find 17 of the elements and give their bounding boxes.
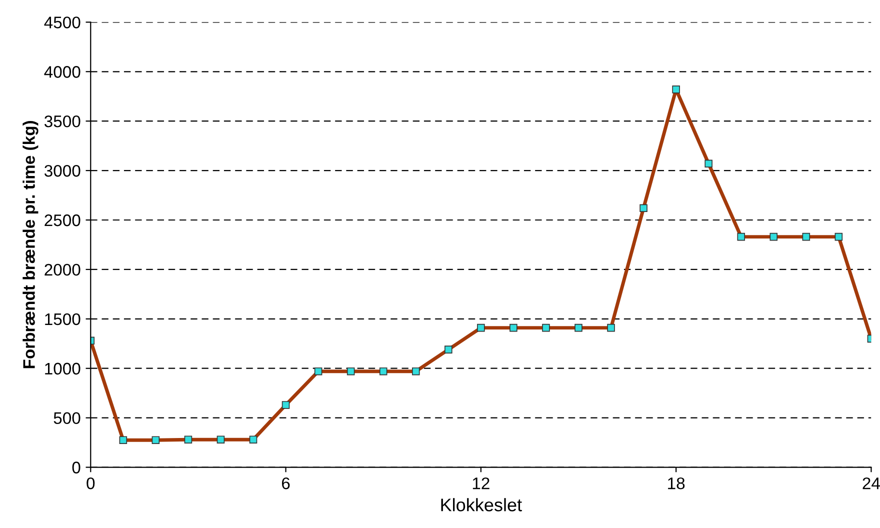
y-tick-label: 2500 — [44, 214, 80, 226]
x-tick-label: 0 — [86, 477, 95, 490]
x-tick-label: 24 — [862, 477, 880, 490]
x-tick-label: 12 — [472, 477, 490, 490]
y-tick-label: 1000 — [45, 362, 80, 375]
y-tick-label: 3500 — [44, 115, 80, 128]
y-tick-label: 4000 — [44, 66, 80, 78]
y-tick-label: 500 — [54, 412, 80, 424]
y-axis-title: Forbrændt brænde pr. time (kg) — [22, 121, 38, 368]
x-tick-label: 18 — [668, 477, 685, 490]
x-tick-label: 6 — [282, 477, 290, 490]
y-tick-label: 2000 — [44, 264, 80, 276]
y-tick-label: 3000 — [44, 164, 80, 177]
y-tick-label: 0 — [72, 462, 80, 474]
y-tick-label: 4500 — [44, 16, 80, 28]
y-tick-label: 1500 — [45, 313, 80, 326]
x-axis-title: Klokkeslet — [441, 498, 522, 512]
